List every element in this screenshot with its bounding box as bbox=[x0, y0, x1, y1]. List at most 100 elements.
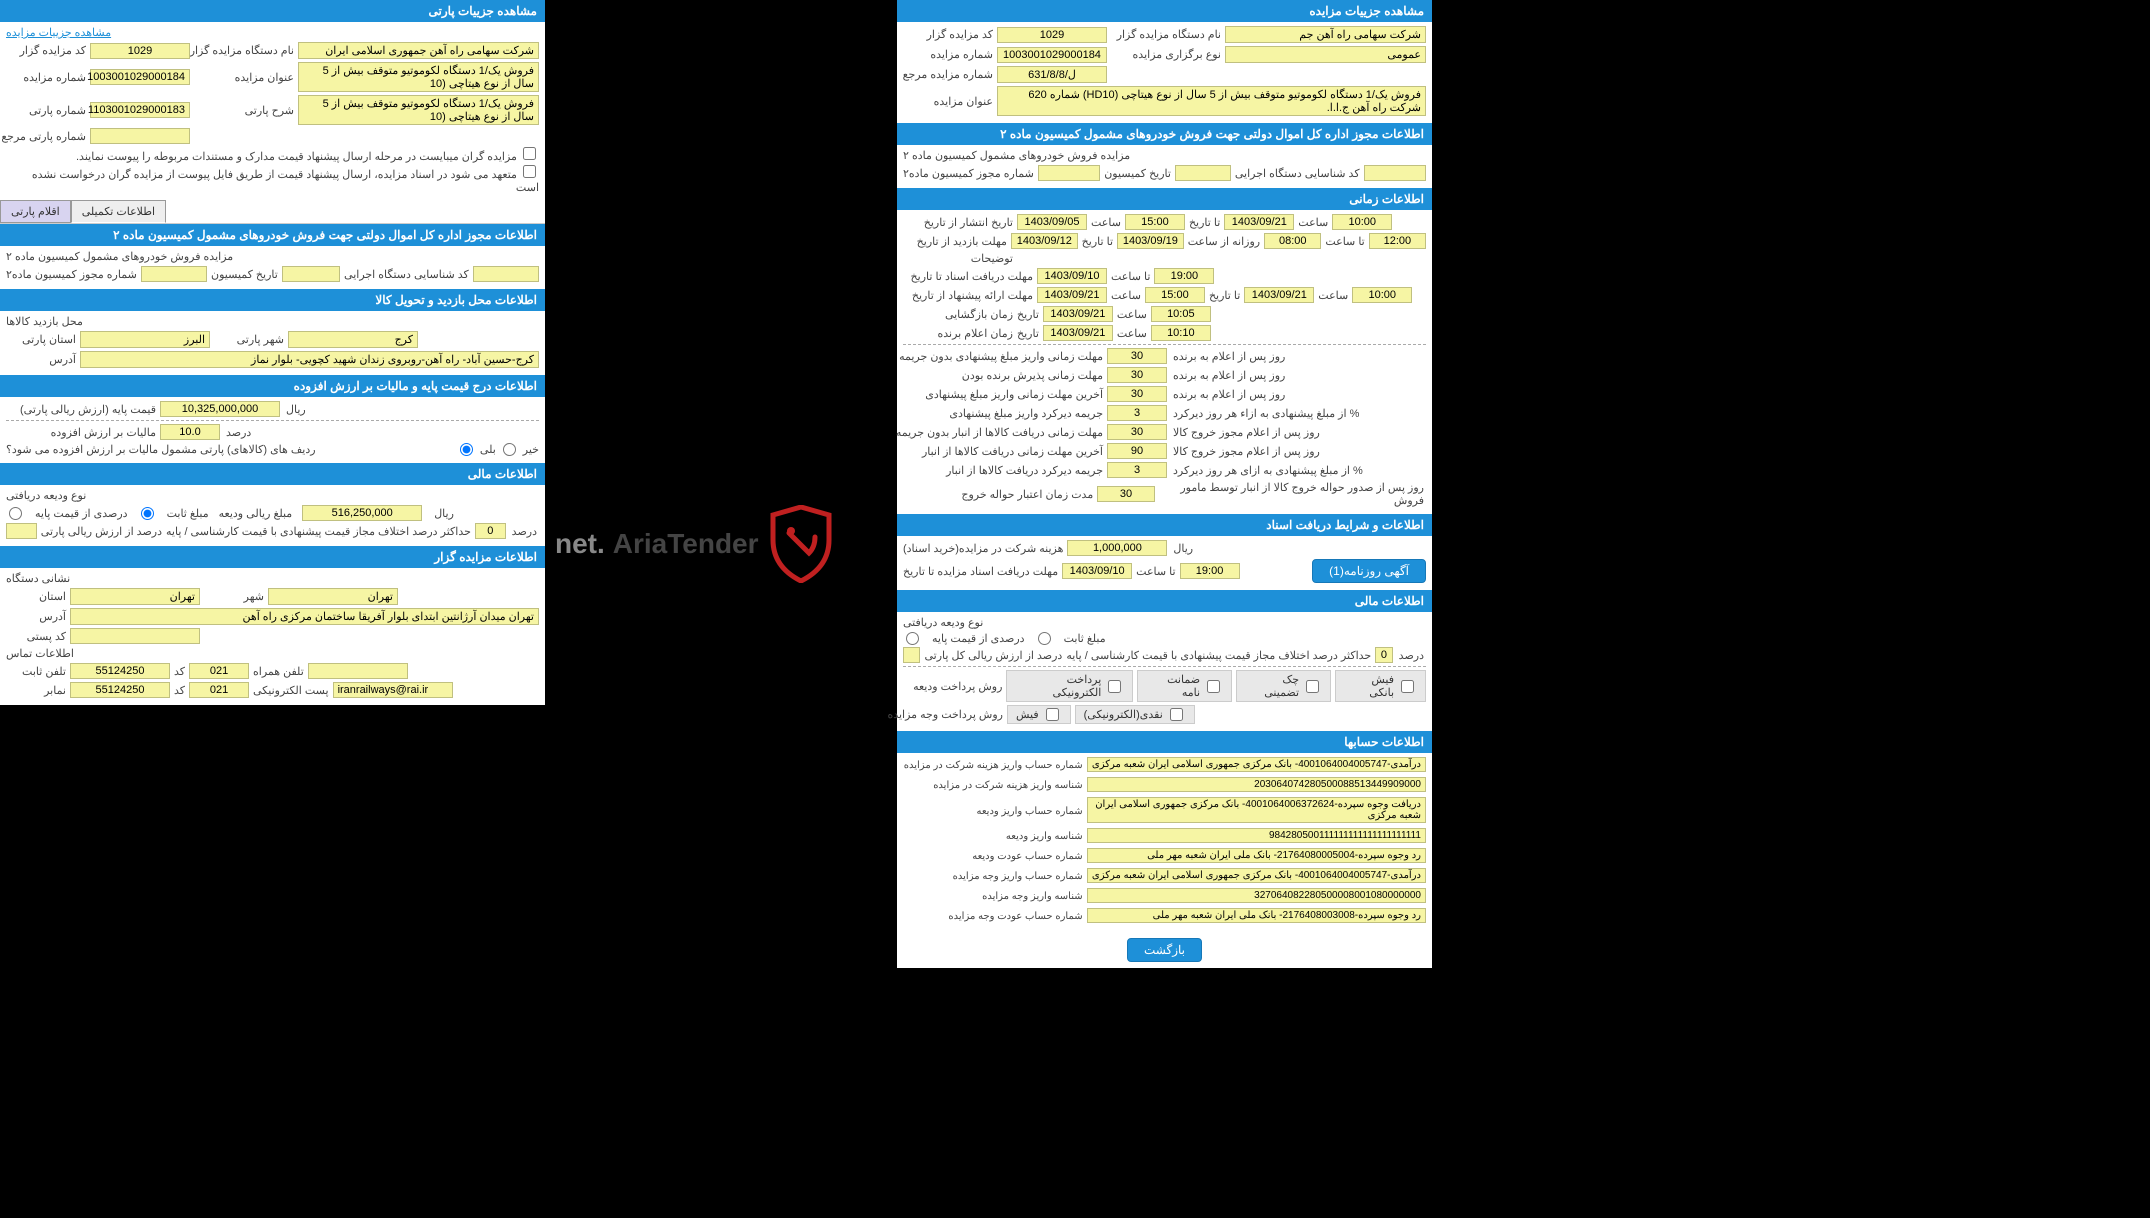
val-party-num: 1103001029000183 bbox=[90, 102, 190, 118]
val-p-title: فروش یک/1 دستگاه لکوموتیو متوقف بیش از 5… bbox=[298, 62, 539, 92]
auction-details-body: کد مزایده گزار 1029 نام دستگاه مزایده گز… bbox=[897, 22, 1432, 123]
chk-note2[interactable] bbox=[523, 165, 536, 178]
lbl-phone: تلفن ثابت bbox=[6, 665, 66, 678]
chk-note1[interactable] bbox=[523, 147, 536, 160]
hdr-visit-info: اطلاعات محل بازدید و تحویل کالا bbox=[0, 289, 545, 311]
lbl-publish-from: تاریخ انتشار از تاریخ bbox=[903, 216, 1013, 229]
hdr-financial: اطلاعات مالی bbox=[897, 590, 1432, 612]
val-visit-t2: 12:00 bbox=[1369, 233, 1426, 249]
tab-party-items[interactable]: اقلام پارتی bbox=[0, 200, 71, 223]
val-visit-d2: 1403/09/19 bbox=[1117, 233, 1184, 249]
tab-extra-info[interactable]: اطلاعات تکمیلی bbox=[71, 200, 166, 223]
lbl-l-r6-3: کد شناسایی دستگاه اجرایی bbox=[344, 268, 469, 281]
link-auction-details[interactable]: مشاهده جزییات مزایده bbox=[6, 26, 111, 39]
val-phone-code: 021 bbox=[189, 663, 249, 679]
hdr-price-vat: اطلاعات درج قیمت پایه و مالیات بر ارزش ا… bbox=[0, 375, 545, 397]
val-t4-t1: 15:00 bbox=[1145, 287, 1205, 303]
lbl-fax-code: کد bbox=[174, 684, 185, 697]
chk-guarantee[interactable] bbox=[1207, 680, 1220, 693]
val-visit-d1: 1403/09/12 bbox=[1011, 233, 1078, 249]
doc-terms-body: هزینه شرکت در مزایده(خرید اسناد) 1,000,0… bbox=[897, 536, 1432, 590]
lbl-remarks: توضیحات bbox=[903, 252, 1013, 265]
lbl-postal: کد پستی bbox=[6, 630, 66, 643]
lbl-org-addr: نشانی دستگاه bbox=[6, 572, 70, 585]
val-phone: 55124250 bbox=[70, 663, 170, 679]
val-acc3: دریافت وجوه سپرده-4001064006372624- بانک… bbox=[1087, 797, 1426, 823]
lbl-d4: جریمه دیرکرد واریز مبلغ پیشنهادی bbox=[903, 407, 1103, 420]
val-l-r6-3 bbox=[473, 266, 539, 282]
chk-bank-slip[interactable] bbox=[1401, 680, 1414, 693]
lbl-acc2: شناسه واریز هزینه شرکت در مزایده bbox=[903, 780, 1083, 791]
val-commission-date bbox=[1175, 165, 1231, 181]
val-d8: 30 bbox=[1097, 486, 1155, 502]
lbl-p-title: عنوان مزایده bbox=[194, 71, 294, 84]
price-vat-body: قیمت پایه (ارزش ریالی پارتی) 10,325,000,… bbox=[0, 397, 545, 463]
radio-l-fixed[interactable] bbox=[141, 507, 154, 520]
note2-text: متعهد می شود در اسناد مزایده، ارسال پیشن… bbox=[32, 169, 539, 194]
chk-cheque[interactable] bbox=[1306, 680, 1319, 693]
chk-slip[interactable] bbox=[1046, 708, 1059, 721]
hdr-permit-info: اطلاعات مجوز اداره کل اموال دولتی جهت فر… bbox=[897, 123, 1432, 145]
unit-d2: روز پس از اعلام به برنده bbox=[1173, 369, 1285, 382]
lbl-d8: مدت زمان اعتبار حواله خروج bbox=[903, 488, 1093, 501]
lbl-deposit-type: نوع ودیعه دریافتی bbox=[903, 616, 983, 629]
watermark: AriaTender.net bbox=[555, 505, 835, 583]
lbl-org-city: شهر bbox=[204, 590, 264, 603]
lbl-t1-l2: ساعت bbox=[1091, 216, 1121, 229]
lbl-auction-title: عنوان مزایده bbox=[903, 95, 993, 108]
lbl-ref-num: شماره مزایده مرجع bbox=[903, 68, 993, 81]
lbl-t5-l3: ساعت bbox=[1117, 308, 1147, 321]
val-auction-type: عمومی bbox=[1225, 46, 1426, 63]
val-province: البرز bbox=[80, 331, 210, 348]
lbl-pct-party: درصد از ارزش ریالی کل پارتی bbox=[924, 649, 1062, 662]
lbl-acc8: شماره حساب عودت وجه مزایده bbox=[903, 911, 1083, 922]
lbl-t2-l4: تا ساعت bbox=[1325, 235, 1364, 248]
radio-fixed[interactable] bbox=[1038, 632, 1051, 645]
radio-l-pct[interactable] bbox=[9, 507, 22, 520]
radio-no[interactable] bbox=[503, 443, 516, 456]
lbl-mobile: تلفن همراه bbox=[253, 665, 304, 678]
chk-cash-elec[interactable] bbox=[1170, 708, 1183, 721]
val-org-province: تهران bbox=[70, 588, 200, 605]
unit-d4: % از مبلغ پیشنهادی به ازاء هر روز دیرکرد bbox=[1173, 407, 1359, 420]
lbl-vehicle-sale: مزایده فروش خودروهای مشمول کمیسیون ماده … bbox=[903, 149, 1130, 162]
val-t6-d1: 1403/09/21 bbox=[1043, 325, 1113, 341]
val-t5-d1: 1403/09/21 bbox=[1043, 306, 1113, 322]
lbl-address: آدرس bbox=[6, 353, 76, 366]
lbl-max-diff: حداکثر درصد اختلاف مجاز قیمت پیشنهادی با… bbox=[1066, 649, 1371, 662]
val-l-r6-2 bbox=[282, 266, 340, 282]
lbl-t4-l2: ساعت bbox=[1111, 289, 1141, 302]
lbl-fax: نمابر bbox=[6, 684, 66, 697]
val-t3-t1: 19:00 bbox=[1154, 268, 1214, 284]
back-button[interactable]: بازگشت bbox=[1127, 938, 1202, 962]
lbl-acc1: شماره حساب واریز هزینه شرکت در مزایده bbox=[903, 760, 1083, 771]
chk-electronic[interactable] bbox=[1108, 680, 1121, 693]
hdr-time-info: اطلاعات زمانی bbox=[897, 188, 1432, 210]
financial-body-left: نوع ودیعه دریافتی درصدی از قیمت پایه مبل… bbox=[0, 485, 545, 546]
lbl-auction-num: شماره مزایده bbox=[903, 48, 993, 61]
radio-pct-base[interactable] bbox=[906, 632, 919, 645]
val-acc4: 984280500111111111111111111111 bbox=[1087, 828, 1426, 843]
hdr-financial-left: اطلاعات مالی bbox=[0, 463, 545, 485]
newspaper-ad-button[interactable]: آگهی روزنامه(1) bbox=[1312, 559, 1426, 583]
lbl-t2-l3: روزانه از ساعت bbox=[1188, 235, 1260, 248]
lbl-d3: آخرین مهلت زمانی واریز مبلغ پیشنهادی bbox=[903, 388, 1103, 401]
lbl-yes: بلی bbox=[480, 443, 496, 456]
party-details-body: مشاهده جزییات مزایده کد مزایده گزار 1029… bbox=[0, 22, 545, 200]
lbl-d7: جریمه دیرکرد دریافت کالاها از انبار bbox=[903, 464, 1103, 477]
lbl-t5-l2: تاریخ bbox=[1017, 308, 1039, 321]
lbl-chk-guarantee: ضمانت نامه bbox=[1146, 673, 1200, 699]
val-postal bbox=[70, 628, 200, 644]
lbl-city: شهر پارتی bbox=[214, 333, 284, 346]
lbl-chk-slip: فیش bbox=[1016, 708, 1039, 721]
lbl-base-price: قیمت پایه (ارزش ریالی پارتی) bbox=[6, 403, 156, 416]
val-auction-num: 1003001029000184 bbox=[997, 47, 1107, 63]
val-acc1: درآمدی-4001064004005747- بانک مرکزی جمهو… bbox=[1087, 757, 1426, 772]
val-fax-code: 021 bbox=[189, 682, 249, 698]
radio-yes[interactable] bbox=[460, 443, 473, 456]
val-t3-d1: 1403/09/10 bbox=[1037, 268, 1107, 284]
lbl-doc2-l2: تا ساعت bbox=[1136, 565, 1175, 578]
tabs-row: اقلام پارتی اطلاعات تکمیلی bbox=[0, 200, 545, 224]
val-auction-code: 1029 bbox=[997, 27, 1107, 43]
val-party-desc: فروش یک/1 دستگاه لکوموتیو متوقف بیش از 5… bbox=[298, 95, 539, 125]
